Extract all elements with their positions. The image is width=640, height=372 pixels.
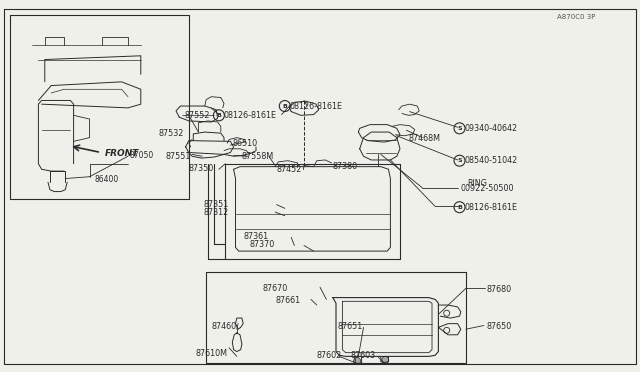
Text: 87661: 87661 (275, 296, 300, 305)
Text: 87558M: 87558M (242, 152, 274, 161)
Text: 87650: 87650 (486, 322, 511, 331)
Text: 87361: 87361 (243, 232, 268, 241)
Text: 87468M: 87468M (408, 134, 440, 143)
Text: 87532: 87532 (159, 129, 184, 138)
Text: 87551: 87551 (165, 152, 191, 161)
Text: B: B (282, 103, 287, 109)
Text: 87670: 87670 (262, 284, 287, 293)
Text: 87350: 87350 (189, 164, 214, 173)
Text: 87380: 87380 (333, 162, 358, 171)
Text: 87602: 87602 (317, 351, 342, 360)
Text: 87452: 87452 (276, 165, 302, 174)
Text: 87603: 87603 (351, 351, 376, 360)
Text: 86400: 86400 (94, 175, 118, 184)
Circle shape (354, 357, 360, 364)
Text: 08126-8161E: 08126-8161E (224, 111, 277, 120)
Text: 00922-50500: 00922-50500 (461, 185, 515, 193)
Text: 08126-8161E: 08126-8161E (290, 102, 343, 110)
Circle shape (382, 357, 388, 363)
Text: 87651: 87651 (338, 322, 363, 331)
Text: S: S (457, 126, 462, 131)
Text: S: S (457, 158, 462, 163)
Text: 86510: 86510 (233, 139, 258, 148)
Text: 87370: 87370 (250, 240, 275, 249)
Text: 87680: 87680 (486, 285, 511, 294)
Text: 08126-8161E: 08126-8161E (465, 203, 518, 212)
Text: 87050: 87050 (130, 151, 154, 160)
Text: 87460: 87460 (211, 322, 236, 331)
Text: 87312: 87312 (204, 208, 229, 217)
Text: 87552: 87552 (184, 111, 210, 120)
Text: 87351: 87351 (204, 200, 229, 209)
Text: A870C0 3P: A870C0 3P (557, 14, 595, 20)
Text: B: B (216, 113, 221, 118)
Text: RING: RING (467, 179, 487, 187)
Text: B: B (457, 205, 462, 210)
Text: 09340-40642: 09340-40642 (465, 124, 518, 133)
Text: 87610M: 87610M (196, 349, 228, 358)
Text: FRONT: FRONT (104, 149, 139, 158)
Text: 08540-51042: 08540-51042 (465, 156, 518, 165)
